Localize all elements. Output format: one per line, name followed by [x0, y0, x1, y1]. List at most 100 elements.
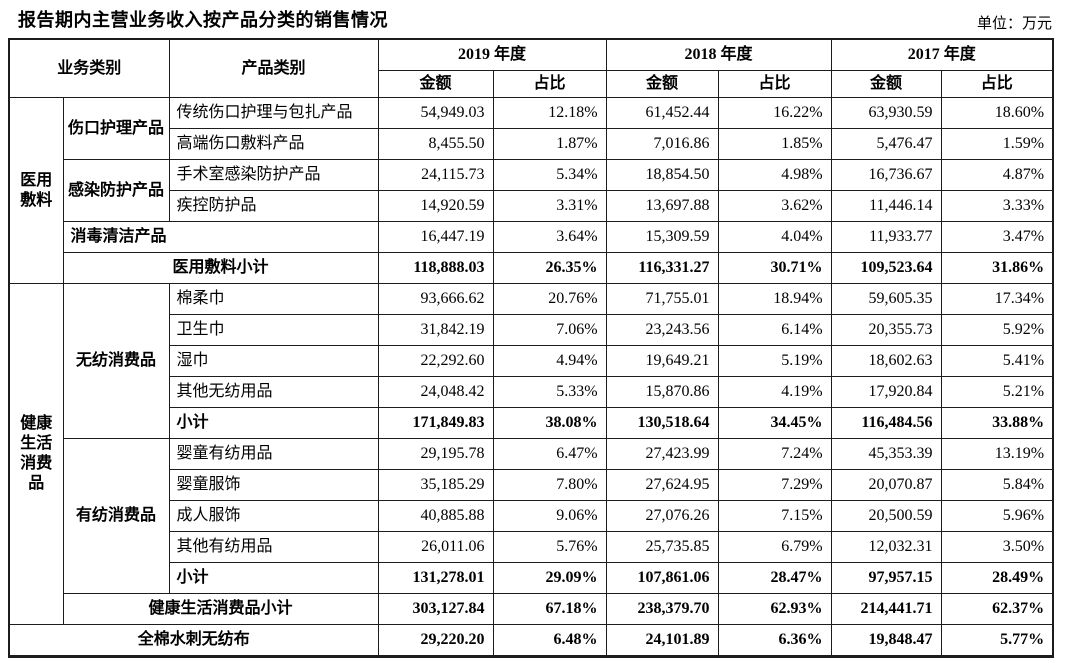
amount-2018-cell: 71,755.01: [605, 283, 719, 315]
product-label: 其他有纺用品: [168, 531, 379, 563]
amount-2018-cell: 19,649.21: [605, 345, 719, 377]
table-row: 高端伤口敷料产品 8,455.50 1.87% 7,016.86 1.85% 5…: [9, 128, 1054, 160]
amount-2019-cell: 24,115.73: [377, 159, 494, 191]
table-row: 湿巾 22,292.60 4.94% 19,649.21 5.19% 18,60…: [9, 345, 1054, 377]
proportion-2018-cell: 3.62%: [717, 190, 832, 222]
amount-2019-cell: 93,666.62: [377, 283, 494, 315]
group-label-healthy-life-consumer: 健康生活消费品: [8, 283, 64, 625]
amount-2018-cell: 15,309.59: [605, 221, 719, 253]
subtotal-row-woven: 小计 131,278.01 29.09% 107,861.06 28.47% 9…: [9, 562, 1054, 594]
proportion-2019-cell: 29.09%: [492, 562, 607, 594]
amount-2019-cell: 131,278.01: [377, 562, 494, 594]
table-row: 卫生巾 31,842.19 7.06% 23,243.56 6.14% 20,3…: [9, 314, 1054, 346]
table-row: 成人服饰 40,885.88 9.06% 27,076.26 7.15% 20,…: [9, 500, 1054, 532]
amount-2017-cell: 11,933.77: [830, 221, 942, 253]
proportion-2017-cell: 18.60%: [940, 97, 1054, 129]
amount-2019-cell: 118,888.03: [377, 252, 494, 284]
amount-2018-cell: 13,697.88: [605, 190, 719, 222]
proportion-2019-cell: 12.18%: [492, 97, 607, 129]
proportion-2017-cell: 5.96%: [940, 500, 1054, 532]
header-business-category: 业务类别: [8, 38, 170, 98]
header-proportion-2018: 占比: [717, 70, 832, 98]
header-year-2017: 2017 年度: [830, 38, 1054, 71]
proportion-2017-cell: 17.34%: [940, 283, 1054, 315]
proportion-2019-cell: 1.87%: [492, 128, 607, 160]
proportion-2018-cell: 62.93%: [717, 593, 832, 625]
header-product-category: 产品类别: [168, 38, 379, 98]
proportion-2019-cell: 3.64%: [492, 221, 607, 253]
amount-2017-cell: 45,353.39: [830, 438, 942, 470]
proportion-2018-cell: 7.29%: [717, 469, 832, 501]
amount-2018-cell: 23,243.56: [605, 314, 719, 346]
amount-2019-cell: 24,048.42: [377, 376, 494, 408]
amount-2018-cell: 27,076.26: [605, 500, 719, 532]
header-row-metrics: 金额 占比 金额 占比 金额 占比: [9, 70, 1054, 98]
table-row: 健康生活消费品 无纺消费品 棉柔巾 93,666.62 20.76% 71,75…: [8, 283, 1054, 625]
amount-2017-cell: 11,446.14: [830, 190, 942, 222]
amount-2017-cell: 20,355.73: [830, 314, 942, 346]
proportion-2017-cell: 5.41%: [940, 345, 1054, 377]
amount-2019-cell: 31,842.19: [377, 314, 494, 346]
proportion-2019-cell: 6.47%: [492, 438, 607, 470]
page-title: 报告期内主营业务收入按产品分类的销售情况: [18, 10, 388, 30]
proportion-2019-cell: 6.48%: [492, 624, 607, 657]
amount-2018-cell: 25,735.85: [605, 531, 719, 563]
product-label: 棉柔巾: [168, 283, 379, 315]
amount-2017-cell: 12,032.31: [830, 531, 942, 563]
proportion-2017-cell: 13.19%: [940, 438, 1054, 470]
proportion-2018-cell: 1.85%: [717, 128, 832, 160]
group-label-medical-dressings: 医用敷料: [8, 97, 64, 284]
proportion-2018-cell: 6.14%: [717, 314, 832, 346]
subgroup-label-wound-care: 伤口护理产品: [62, 97, 170, 160]
table-row: 感染防护产品 手术室感染防护产品 24,115.73 5.34% 18,854.…: [9, 159, 1054, 222]
proportion-2019-cell: 20.76%: [492, 283, 607, 315]
proportion-2019-cell: 5.76%: [492, 531, 607, 563]
proportion-2017-cell: 5.84%: [940, 469, 1054, 501]
proportion-2019-cell: 3.31%: [492, 190, 607, 222]
table-row: 疾控防护品 14,920.59 3.31% 13,697.88 3.62% 11…: [9, 190, 1054, 222]
product-label: 传统伤口护理与包扎产品: [168, 97, 379, 129]
proportion-2018-cell: 6.36%: [717, 624, 832, 657]
header-year-2018: 2018 年度: [605, 38, 832, 71]
header-amount-2019: 金额: [377, 70, 494, 98]
proportion-2017-cell: 5.77%: [940, 624, 1054, 657]
proportion-2017-cell: 33.88%: [940, 407, 1054, 439]
amount-2017-cell: 59,605.35: [830, 283, 942, 315]
proportion-2017-cell: 5.92%: [940, 314, 1054, 346]
proportion-2017-cell: 28.49%: [940, 562, 1054, 594]
amount-2019-cell: 16,447.19: [377, 221, 494, 253]
category-label-disinfection-cleaning: 消毒清洁产品: [62, 221, 379, 253]
amount-2017-cell: 214,441.71: [830, 593, 942, 625]
subgroup-label-infection-protection: 感染防护产品: [62, 159, 170, 222]
amount-2017-cell: 20,070.87: [830, 469, 942, 501]
amount-2019-cell: 171,849.83: [377, 407, 494, 439]
amount-2019-cell: 40,885.88: [377, 500, 494, 532]
amount-2017-cell: 109,523.64: [830, 252, 942, 284]
amount-2018-cell: 27,423.99: [605, 438, 719, 470]
proportion-2018-cell: 6.79%: [717, 531, 832, 563]
subgroup-label-nonwoven: 无纺消费品: [62, 283, 170, 439]
subtotal-label-health: 健康生活消费品小计: [62, 593, 379, 625]
amount-2018-cell: 7,016.86: [605, 128, 719, 160]
amount-2019-cell: 303,127.84: [377, 593, 494, 625]
amount-2018-cell: 27,624.95: [605, 469, 719, 501]
amount-2018-cell: 238,379.70: [605, 593, 719, 625]
product-label: 其他无纺用品: [168, 376, 379, 408]
amount-2017-cell: 63,930.59: [830, 97, 942, 129]
subtotal-row-medical: 医用敷料小计 118,888.03 26.35% 116,331.27 30.7…: [9, 252, 1054, 284]
proportion-2018-cell: 16.22%: [717, 97, 832, 129]
proportion-2018-cell: 18.94%: [717, 283, 832, 315]
proportion-2019-cell: 5.33%: [492, 376, 607, 408]
subtotal-row-nonwoven: 小计 171,849.83 38.08% 130,518.64 34.45% 1…: [9, 407, 1054, 439]
header-amount-2017: 金额: [830, 70, 942, 98]
subtotal-row-health: 健康生活消费品小计 303,127.84 67.18% 238,379.70 6…: [9, 593, 1054, 625]
subtotal-label-nonwoven: 小计: [168, 407, 379, 439]
amount-2017-cell: 18,602.63: [830, 345, 942, 377]
proportion-2017-cell: 4.87%: [940, 159, 1054, 191]
proportion-2018-cell: 34.45%: [717, 407, 832, 439]
subgroup-label-woven: 有纺消费品: [62, 438, 170, 594]
amount-2019-cell: 35,185.29: [377, 469, 494, 501]
product-label: 成人服饰: [168, 500, 379, 532]
proportion-2018-cell: 28.47%: [717, 562, 832, 594]
proportion-2017-cell: 1.59%: [940, 128, 1054, 160]
